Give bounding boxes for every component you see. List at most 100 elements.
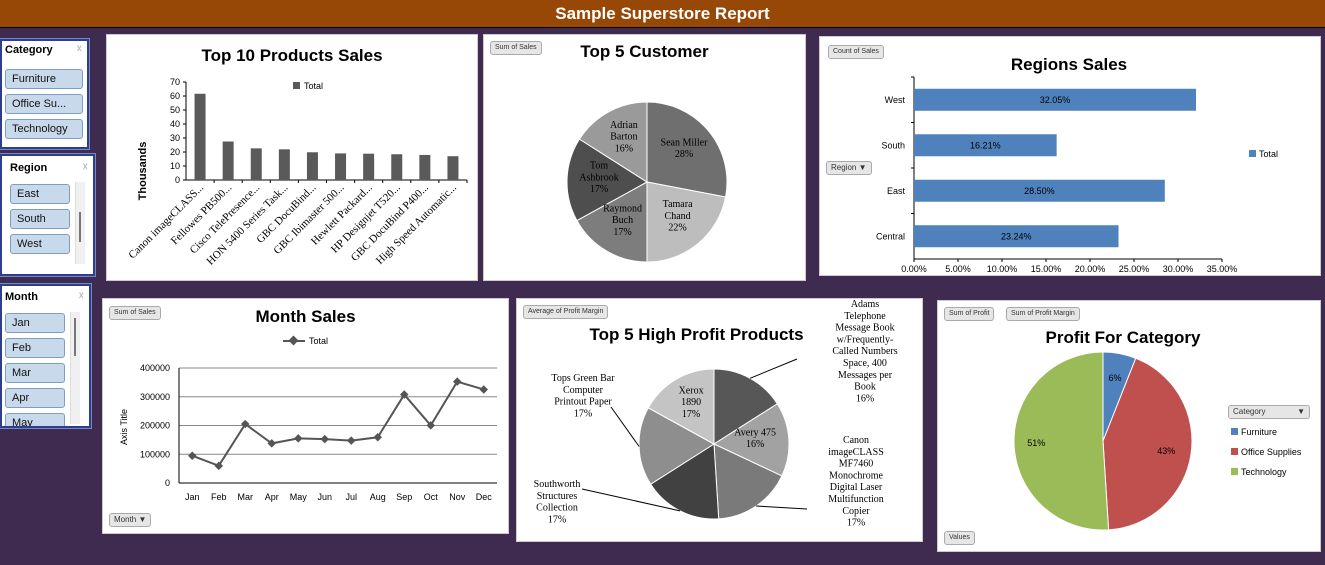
category-filter-button[interactable]: Category ▼ [1228,405,1310,419]
month-slicer-scrollbar[interactable] [70,312,80,424]
region-slicer-title: Region [10,162,48,174]
data-label-line: MF7460 [839,459,873,470]
data-label-line: 16% [856,393,874,404]
y-tick-label: West [885,95,906,105]
data-label-line: Sean Miller [661,137,709,148]
slicer-item-feb[interactable]: Feb [5,338,65,358]
legend-swatch [1231,468,1238,475]
bar [914,88,1197,111]
leader-line [610,406,640,447]
legend-label: Office Supplies [1241,447,1302,457]
x-tick-label: Oct [424,492,439,502]
month-filter-label: Month [114,515,137,524]
values-button[interactable]: Values [944,531,975,545]
clear-filter-icon[interactable]: ☓ [78,291,84,302]
slicer-item-office-supplies[interactable]: Office Su... [5,94,83,114]
y-tick-label: 200000 [140,421,170,431]
data-point [320,434,329,444]
x-tick-label: Jul [345,492,357,502]
data-label-line: Tamara [663,199,693,210]
pie-slice [713,368,779,445]
data-label-line: imageCLASS [828,447,884,458]
data-label-line: Raymond [603,203,642,214]
region-slicer-scrollbar[interactable] [75,182,85,264]
count-of-sales-button[interactable]: Count of Sales [828,45,884,59]
bar [306,152,318,180]
sum-of-sales-button[interactable]: Sum of Sales [109,306,161,320]
bar [419,154,431,180]
report-title: Sample Superstore Report [555,4,770,23]
bar [278,149,290,180]
slicer-item-may[interactable]: May [5,413,65,426]
top5-customer-panel: Sum of Sales Top 5 Customer Sean Miller 2… [483,34,806,281]
legend-swatch [1231,428,1238,435]
slicer-item-south[interactable]: South [10,209,70,229]
month-filter-button[interactable]: Month ▼ [109,513,152,527]
month-slicer-title: Month [5,291,38,303]
dropdown-arrow-icon: ▼ [138,515,147,524]
scroll-thumb[interactable] [79,212,81,242]
sum-of-profit-margin-button[interactable]: Sum of Profit Margin [1006,307,1080,321]
bar [194,93,206,180]
data-label-line: Tom [590,160,608,171]
scroll-thumb[interactable] [74,318,76,356]
slicer-item-apr[interactable]: Apr [5,388,65,408]
data-label-line: 16% [615,144,633,155]
y-tick-label: 30 [170,133,180,143]
month-sales-panel: Sum of Sales Month Sales Month ▼ Axis Ti… [102,298,509,534]
pie-data-label: Xerox 1890 17% [679,385,704,420]
pie-slice [1102,357,1193,531]
x-tick-label: Feb [211,492,227,502]
x-tick-label: 5.00% [945,264,971,274]
data-point [214,461,223,471]
dropdown-arrow-icon: ▼ [858,163,867,172]
sum-of-profit-button[interactable]: Sum of Profit [944,307,995,321]
pie-slice [713,443,783,520]
bar-data-label: 32.05% [1040,95,1071,105]
data-label-line: Avery 475 [734,427,776,438]
x-tick-label: 25.00% [1119,264,1150,274]
pie-slice [578,101,648,183]
region-filter-button[interactable]: Region ▼ [826,161,872,175]
y-tick-label: 40 [170,119,180,129]
series-line [191,380,485,468]
bar-data-label: 23.24% [1001,231,1032,241]
data-label-line: Structures [537,491,578,502]
pie-data-label: Avery 475 16% [734,427,776,450]
bar-data-label: 16.21% [970,140,1001,150]
legend-label: Furniture [1241,427,1277,437]
x-tick-label: Aug [370,492,386,502]
slicer-item-mar[interactable]: Mar [5,363,65,383]
data-label-line: Monochrome [829,470,883,481]
data-point [479,385,488,394]
data-label-line: 17% [590,184,608,195]
sum-of-sales-button[interactable]: Sum of Sales [490,41,542,55]
region-slicer-header: Region ☓ [2,156,93,174]
pie-data-label: Adams Telephone Message Book w/Frequently-C… [832,299,897,404]
slicer-item-west[interactable]: West [10,234,70,254]
legend-swatch [1231,448,1238,455]
average-of-profit-margin-button[interactable]: Average of Profit Margin [523,305,609,319]
legend-swatch [1249,150,1256,157]
legend-label: Technology [1241,467,1287,477]
x-tick-label: Jun [317,492,332,502]
clear-filter-icon[interactable]: ☓ [76,44,82,55]
bar [335,153,347,180]
data-label-line: Telephone [844,311,886,322]
category-slicer: Category ☓ Furniture Office Su... Technol… [0,38,90,150]
pie-data-label: Raymond Buch 17% [603,203,642,238]
data-label-line: Xerox [679,385,704,396]
slicer-item-technology[interactable]: Technology [5,119,83,139]
chart-title: Top 5 Customer [580,42,709,61]
slicer-item-furniture[interactable]: Furniture [5,69,83,89]
data-point [400,390,409,399]
x-tick-label: Mar [238,492,254,502]
pie-slice [712,403,790,477]
slicer-item-jan[interactable]: Jan [5,313,65,333]
pie-slice [646,181,727,263]
slicer-item-east[interactable]: East [10,184,70,204]
profit-category-panel: Sum of Profit Sum of Profit Margin Profi… [937,300,1321,552]
y-tick-label: 300000 [140,392,170,402]
clear-filter-icon[interactable]: ☓ [82,162,88,173]
x-tick-label: 30.00% [1163,264,1194,274]
